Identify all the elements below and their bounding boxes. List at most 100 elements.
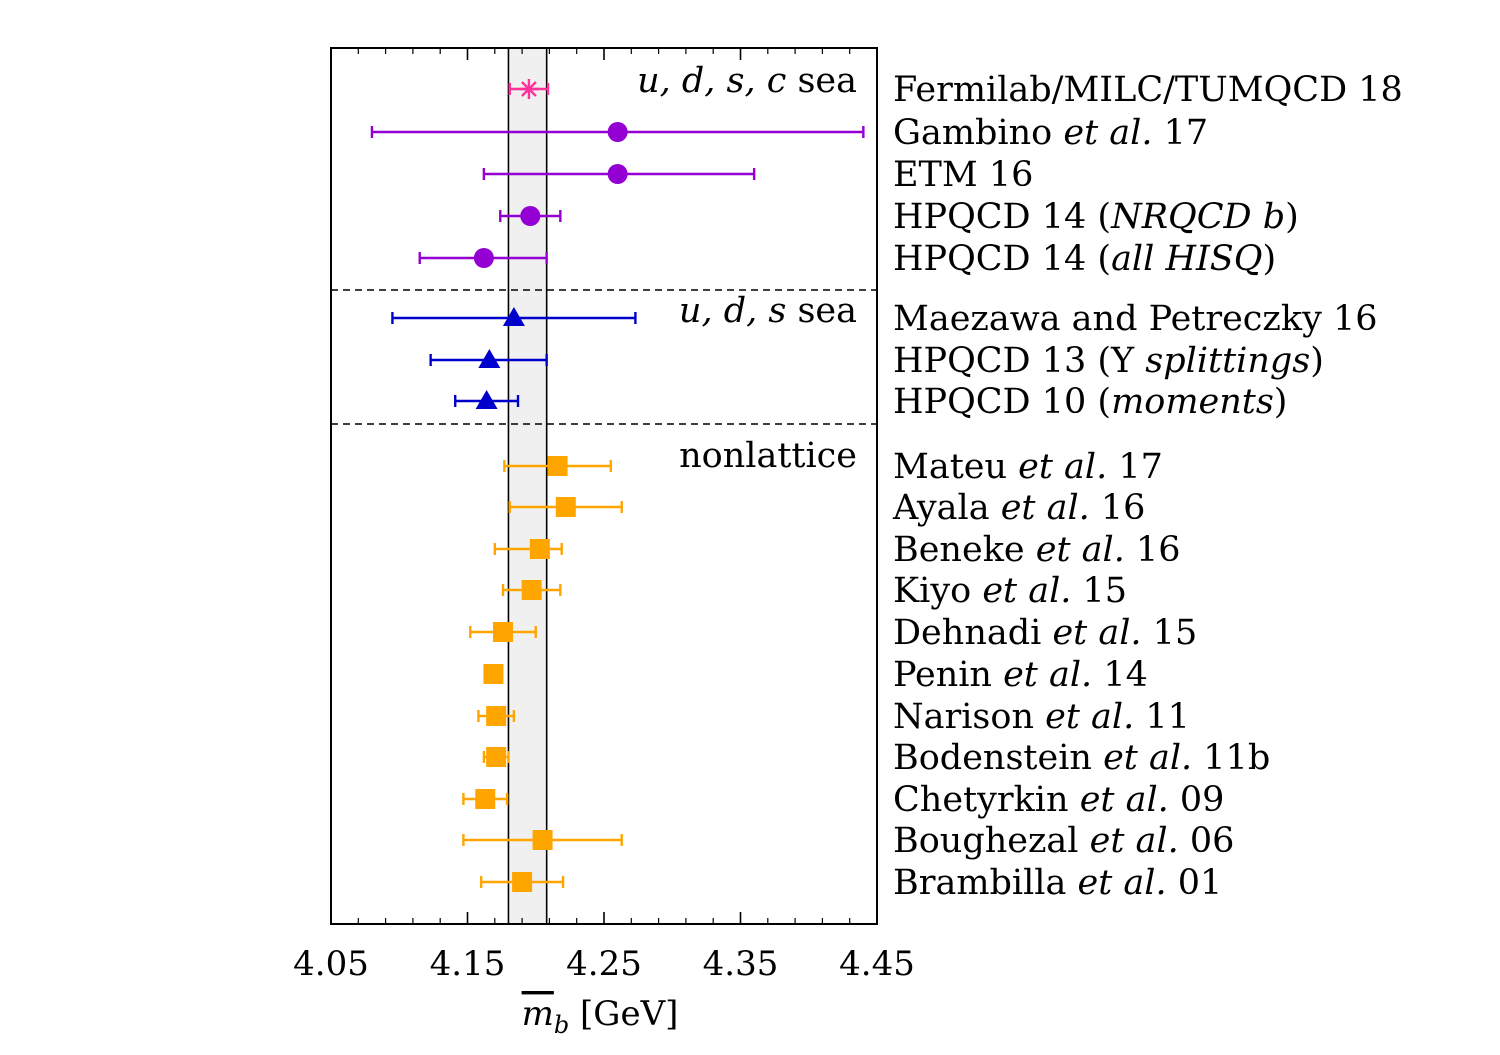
row-label-part: et al. <box>1103 738 1192 778</box>
section-label: nonlattice <box>679 436 857 476</box>
x-axis-subscript: b <box>554 1011 569 1039</box>
marker-square <box>529 539 550 559</box>
row-label-part: Bodenstein <box>893 738 1103 778</box>
row-label-part: Maezawa and Petreczky 16 <box>893 299 1378 339</box>
marker-square <box>492 622 513 642</box>
row-label: HPQCD 14 (all HISQ) <box>893 239 1276 279</box>
row-label-part: Dehnadi <box>893 613 1052 653</box>
row-label-part: NRQCD b <box>1110 197 1285 237</box>
x-axis-symbol: m <box>522 994 554 1034</box>
data-point-1 <box>508 79 550 99</box>
marker-square <box>475 789 496 809</box>
marker-square <box>521 580 542 600</box>
marker-circle <box>473 248 494 268</box>
section-label-plain: nonlattice <box>679 436 857 476</box>
x-axis: 4.05 4.15 4.25 4.35 4.45 <box>293 48 915 984</box>
data-point-2 <box>370 122 865 142</box>
row-label: Beneke et al. 16 <box>893 530 1181 570</box>
x-axis-title: mb [GeV] <box>522 994 679 1039</box>
marks-layer <box>370 79 865 892</box>
row-label-part: 09 <box>1169 780 1225 820</box>
row-label-part: HPQCD 14 ( <box>893 197 1111 237</box>
row-label-part: 17 <box>1107 447 1163 487</box>
section-label-italic: u, d, s, c <box>637 61 786 101</box>
row-label-part: 11 <box>1134 697 1190 737</box>
x-tick-label: 4.05 <box>293 944 369 984</box>
data-point-5 <box>418 248 548 268</box>
row-label-part: moments <box>1111 382 1274 422</box>
row-label: Gambino et al. 17 <box>893 113 1208 153</box>
marker-square <box>532 830 553 850</box>
x-tick-label: 4.35 <box>703 944 779 984</box>
row-label: HPQCD 10 (moments) <box>893 382 1287 422</box>
data-point-15 <box>477 706 516 726</box>
row-label: Dehnadi et al. 15 <box>893 613 1197 653</box>
divider-layer <box>331 289 877 425</box>
plot-frame <box>330 47 878 925</box>
row-label-part: Mateu <box>893 447 1018 487</box>
x-tick-label: 4.25 <box>566 944 642 984</box>
row-label-part: HPQCD 14 ( <box>893 239 1111 279</box>
data-point-14 <box>483 664 504 684</box>
row-label: Brambilla et al. 01 <box>893 863 1222 903</box>
row-label-part: et al. <box>982 571 1071 611</box>
average-band <box>508 48 547 924</box>
row-label: Bodenstein et al. 11b <box>893 738 1270 778</box>
data-point-10 <box>508 497 623 517</box>
data-point-9 <box>503 456 613 476</box>
data-point-7 <box>429 349 548 368</box>
row-label-part: ) <box>1262 239 1276 279</box>
row-label-part: et al. <box>1052 613 1141 653</box>
row-label-part: 01 <box>1167 863 1223 903</box>
marker-square <box>512 872 533 892</box>
row-label: Kiyo et al. 15 <box>893 571 1127 611</box>
row-label: Boughezal et al. 06 <box>893 821 1234 861</box>
marker-square <box>555 497 576 517</box>
row-label-part: HPQCD 13 (Υ <box>893 341 1145 381</box>
row-label-part: et al. <box>1080 780 1169 820</box>
row-label-part: Penin <box>893 655 1003 695</box>
row-label-part: ) <box>1274 382 1288 422</box>
marker-triangle <box>475 390 498 409</box>
row-label-part: Fermilab/MILC/TUMQCD 18 <box>893 70 1403 110</box>
row-label-part: Gambino <box>893 113 1063 153</box>
marker-square <box>547 456 568 476</box>
data-point-6 <box>391 307 637 326</box>
row-label-part: et al. <box>1045 697 1134 737</box>
data-point-16 <box>482 747 510 767</box>
section-label: u, d, s, c sea <box>637 61 857 101</box>
section-label-italic: u, d, s <box>679 291 786 331</box>
row-label-part: et al. <box>1078 863 1167 903</box>
row-label: Mateu et al. 17 <box>893 447 1163 487</box>
row-label-part: Ayala <box>892 488 1001 528</box>
row-label-part: et al. <box>1036 530 1125 570</box>
data-point-8 <box>454 390 520 409</box>
row-label-part: Beneke <box>893 530 1036 570</box>
marker-circle <box>607 122 628 142</box>
data-point-12 <box>501 580 562 600</box>
row-label-part: 16 <box>1125 530 1181 570</box>
row-label-part: Narison <box>893 697 1045 737</box>
row-label-part: 15 <box>1071 571 1127 611</box>
data-point-17 <box>462 789 509 809</box>
row-label: Narison et al. 11 <box>893 697 1190 737</box>
row-label: Maezawa and Petreczky 16 <box>893 299 1378 339</box>
row-label-part: Chetyrkin <box>893 780 1080 820</box>
row-label: HPQCD 13 (Υ splittings) <box>893 341 1324 381</box>
section-label-plain: sea <box>786 291 857 331</box>
marker-circle <box>520 206 541 226</box>
row-label-part: 16 <box>1090 488 1146 528</box>
row-label-part: splittings <box>1145 341 1310 381</box>
row-label-part: et al. <box>1003 655 1092 695</box>
row-label: HPQCD 14 (NRQCD b) <box>893 197 1299 237</box>
data-point-18 <box>462 830 623 850</box>
row-label-part: 15 <box>1142 613 1198 653</box>
section-label-plain: sea <box>786 61 857 101</box>
row-label-part: ) <box>1310 341 1324 381</box>
x-axis-label: mb [GeV] <box>522 994 679 1039</box>
data-point-11 <box>493 539 563 559</box>
row-label-part: 11b <box>1192 738 1270 778</box>
row-label-part: et al. <box>1001 488 1090 528</box>
